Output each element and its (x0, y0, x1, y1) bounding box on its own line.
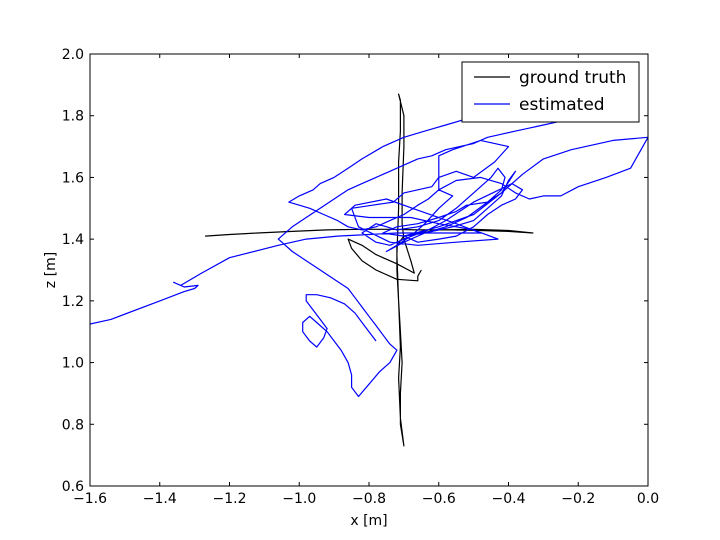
y-tick-label: 0.8 (62, 417, 84, 433)
series-layer (90, 84, 648, 447)
y-axis-label: z [m] (43, 252, 59, 288)
x-tick-label: −0.2 (561, 491, 595, 507)
legend-label-estimated: estimated (519, 95, 605, 115)
y-tick-label: 0.6 (62, 479, 84, 495)
x-tick-label: 0.0 (637, 491, 659, 507)
y-tick-label: 1.0 (62, 356, 84, 372)
y-axis: 0.6 0.8 1.0 1.2 1.4 1.6 1.8 2.0 (62, 47, 648, 495)
x-tick-label: −0.4 (492, 491, 526, 507)
x-tick-label: −1.6 (73, 491, 107, 507)
x-tick-label: −0.6 (422, 491, 456, 507)
plot-area (89, 53, 649, 487)
y-tick-label: 1.4 (62, 232, 84, 248)
x-axis: −1.6 −1.4 −1.2 −1.0 −0.8 −0.6 −0.4 −0.2 0.0 (73, 54, 659, 507)
legend-box (461, 61, 640, 123)
x-tick-label: −1.4 (143, 491, 177, 507)
y-tick-label: 1.6 (62, 170, 84, 186)
x-tick-label: −1.2 (213, 491, 247, 507)
legend-label-ground-truth: ground truth (519, 68, 626, 88)
y-tick-label: 1.2 (62, 294, 84, 310)
x-tick-label: −1.0 (282, 491, 316, 507)
axes-background (90, 54, 648, 486)
x-axis-label: x [m] (350, 513, 387, 529)
series-line-estimated (90, 84, 648, 398)
legend: ground truth estimated (461, 61, 640, 123)
x-tick-label: −0.8 (352, 491, 386, 507)
y-tick-label: 2.0 (62, 47, 84, 63)
y-tick-label: 1.8 (62, 109, 84, 125)
